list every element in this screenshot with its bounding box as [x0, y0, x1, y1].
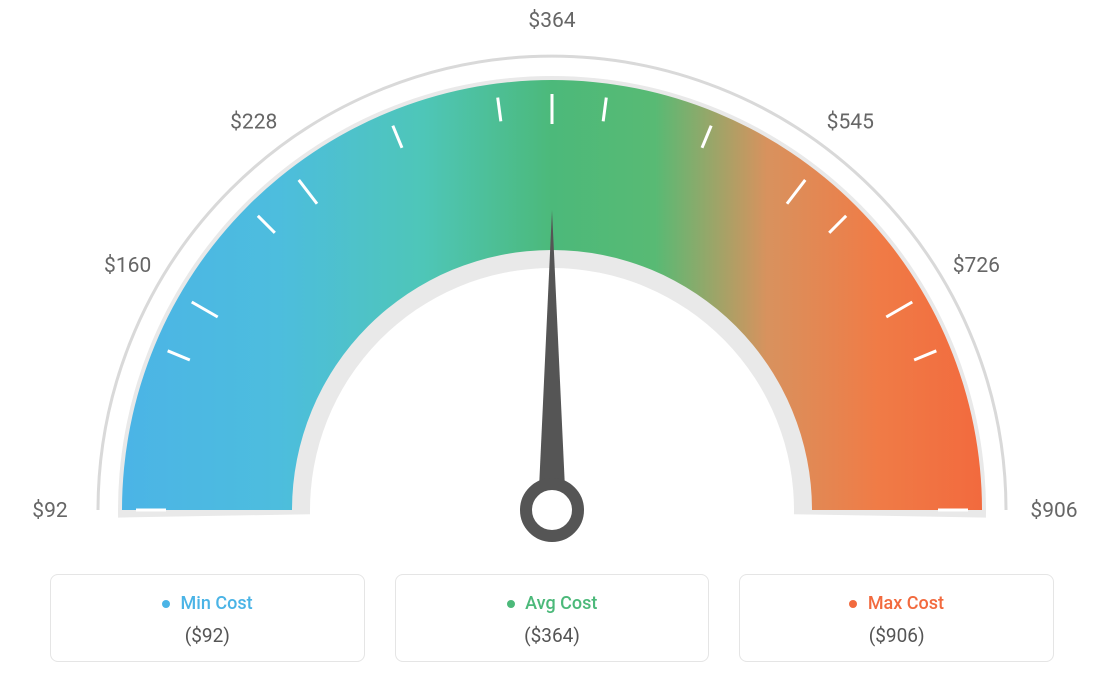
legend-label-min: Min Cost: [61, 593, 354, 614]
svg-text:$364: $364: [528, 9, 575, 33]
legend-label-avg: Avg Cost: [406, 593, 699, 614]
legend-max-text: Max Cost: [868, 593, 944, 614]
legend-dot-min: [162, 600, 170, 608]
legend-avg-text: Avg Cost: [525, 593, 597, 614]
svg-text:$228: $228: [230, 110, 277, 134]
legend-value-avg: ($364): [406, 624, 699, 647]
legend-min-text: Min Cost: [181, 593, 253, 614]
svg-text:$906: $906: [1030, 499, 1077, 523]
gauge-svg: $92 $160 $228 $364 $545 $726 $906: [0, 0, 1104, 560]
legend-dot-max: [849, 600, 857, 608]
legend-card-min: Min Cost ($92): [50, 574, 365, 662]
legend-value-max: ($906): [750, 624, 1043, 647]
gauge-chart: $92 $160 $228 $364 $545 $726 $906: [0, 0, 1104, 560]
legend-value-min: ($92): [61, 624, 354, 647]
svg-text:$726: $726: [953, 254, 1000, 278]
legend-dot-avg: [507, 600, 515, 608]
legend-row: Min Cost ($92) Avg Cost ($364) Max Cost …: [50, 574, 1054, 662]
legend-card-max: Max Cost ($906): [739, 574, 1054, 662]
legend-card-avg: Avg Cost ($364): [395, 574, 710, 662]
svg-text:$545: $545: [827, 110, 874, 134]
legend-label-max: Max Cost: [750, 593, 1043, 614]
svg-text:$92: $92: [32, 499, 68, 523]
svg-text:$160: $160: [104, 254, 151, 278]
